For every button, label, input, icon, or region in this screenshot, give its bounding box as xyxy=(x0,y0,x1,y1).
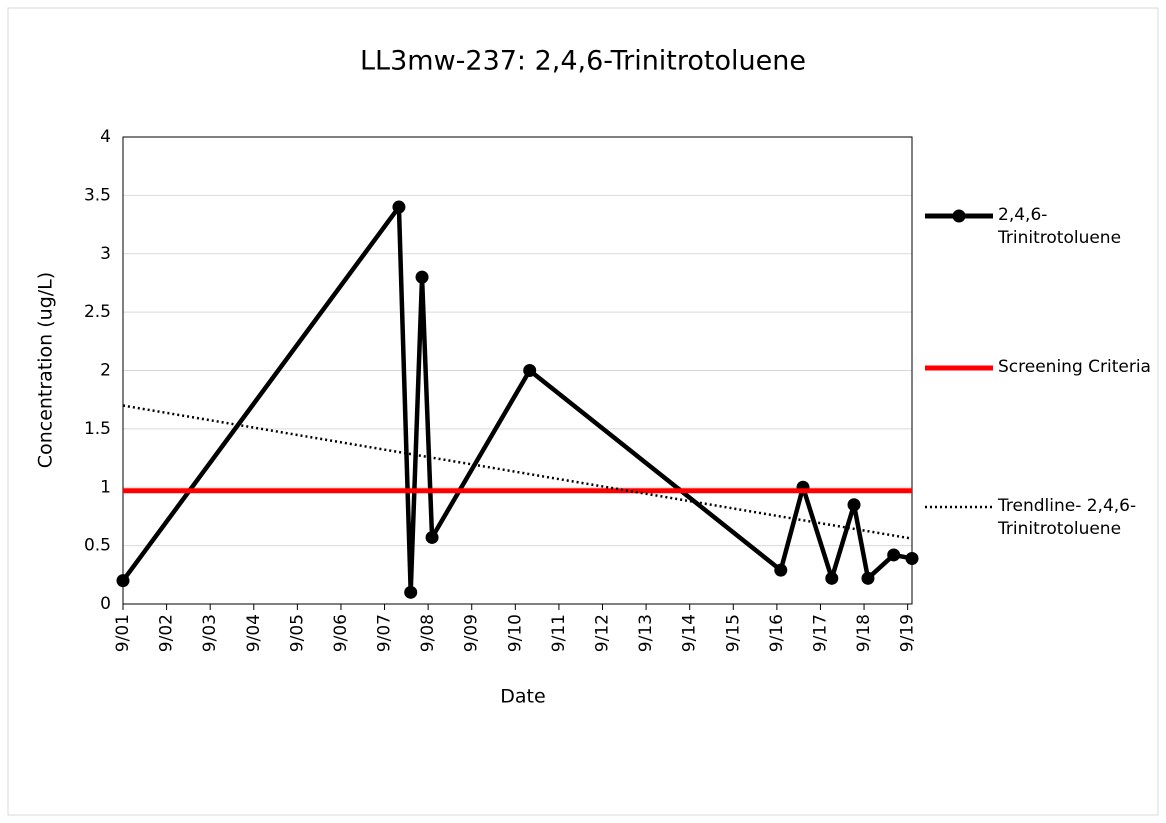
x-tick-label: 9/13 xyxy=(636,614,656,652)
series-line xyxy=(122,404,913,540)
x-tick-label: 9/08 xyxy=(418,614,438,652)
point xyxy=(415,270,429,284)
x-tick-label: 9/02 xyxy=(157,614,177,652)
x-tick-label: 9/06 xyxy=(331,614,351,652)
x-tick-label: 9/16 xyxy=(767,614,787,652)
x-tick-label: 9/12 xyxy=(593,614,613,652)
y-tick-label: 0 xyxy=(100,594,111,614)
x-tick-label: 9/03 xyxy=(200,614,220,652)
y-tick-label: 0.5 xyxy=(84,536,111,556)
point xyxy=(774,563,788,577)
legend-label: 2,4,6-Trinitrotoluene xyxy=(998,205,1122,248)
y-tick-label: 4 xyxy=(100,127,111,147)
legend-label: Trendline- 2,4,6-Trinitrotoluene xyxy=(998,496,1137,539)
x-tick-label: 9/18 xyxy=(854,614,874,652)
point xyxy=(847,498,861,512)
point xyxy=(825,571,839,585)
point xyxy=(404,585,418,599)
x-tick-label: 9/05 xyxy=(287,614,307,652)
legend-marker xyxy=(952,209,966,223)
plot-area xyxy=(122,136,913,605)
y-tick-label: 2.5 xyxy=(84,302,111,322)
chart-title: LL3mw-237: 2,4,6-Trinitrotoluene xyxy=(360,46,806,77)
point xyxy=(523,364,537,377)
y-tick-label: 1.5 xyxy=(84,419,111,439)
y-axis-label: Concentration (ug/L) xyxy=(35,272,57,468)
point xyxy=(116,574,130,588)
point xyxy=(905,551,919,565)
point xyxy=(861,571,875,585)
x-tick-label: 9/01 xyxy=(113,614,133,652)
x-tick-label: 9/19 xyxy=(898,614,918,652)
x-tick-label: 9/14 xyxy=(680,614,700,652)
x-tick-label: 9/17 xyxy=(810,614,830,652)
x-tick-label: 9/10 xyxy=(505,614,525,652)
point xyxy=(887,548,901,562)
x-tick-label: 9/11 xyxy=(549,614,569,652)
legend-label: Screening Criteria xyxy=(998,357,1151,377)
y-tick-label: 1 xyxy=(100,477,111,497)
point xyxy=(392,200,406,214)
x-tick-label: 9/09 xyxy=(462,614,482,652)
x-axis-label: Date xyxy=(500,686,545,708)
x-tick-label: 9/07 xyxy=(375,614,395,652)
y-tick-label: 3.5 xyxy=(84,185,111,205)
y-tick-label: 3 xyxy=(100,244,111,264)
x-tick-label: 9/15 xyxy=(723,614,743,652)
point xyxy=(425,530,439,544)
y-tick-label: 2 xyxy=(100,361,111,381)
x-tick-label: 9/04 xyxy=(244,614,264,652)
